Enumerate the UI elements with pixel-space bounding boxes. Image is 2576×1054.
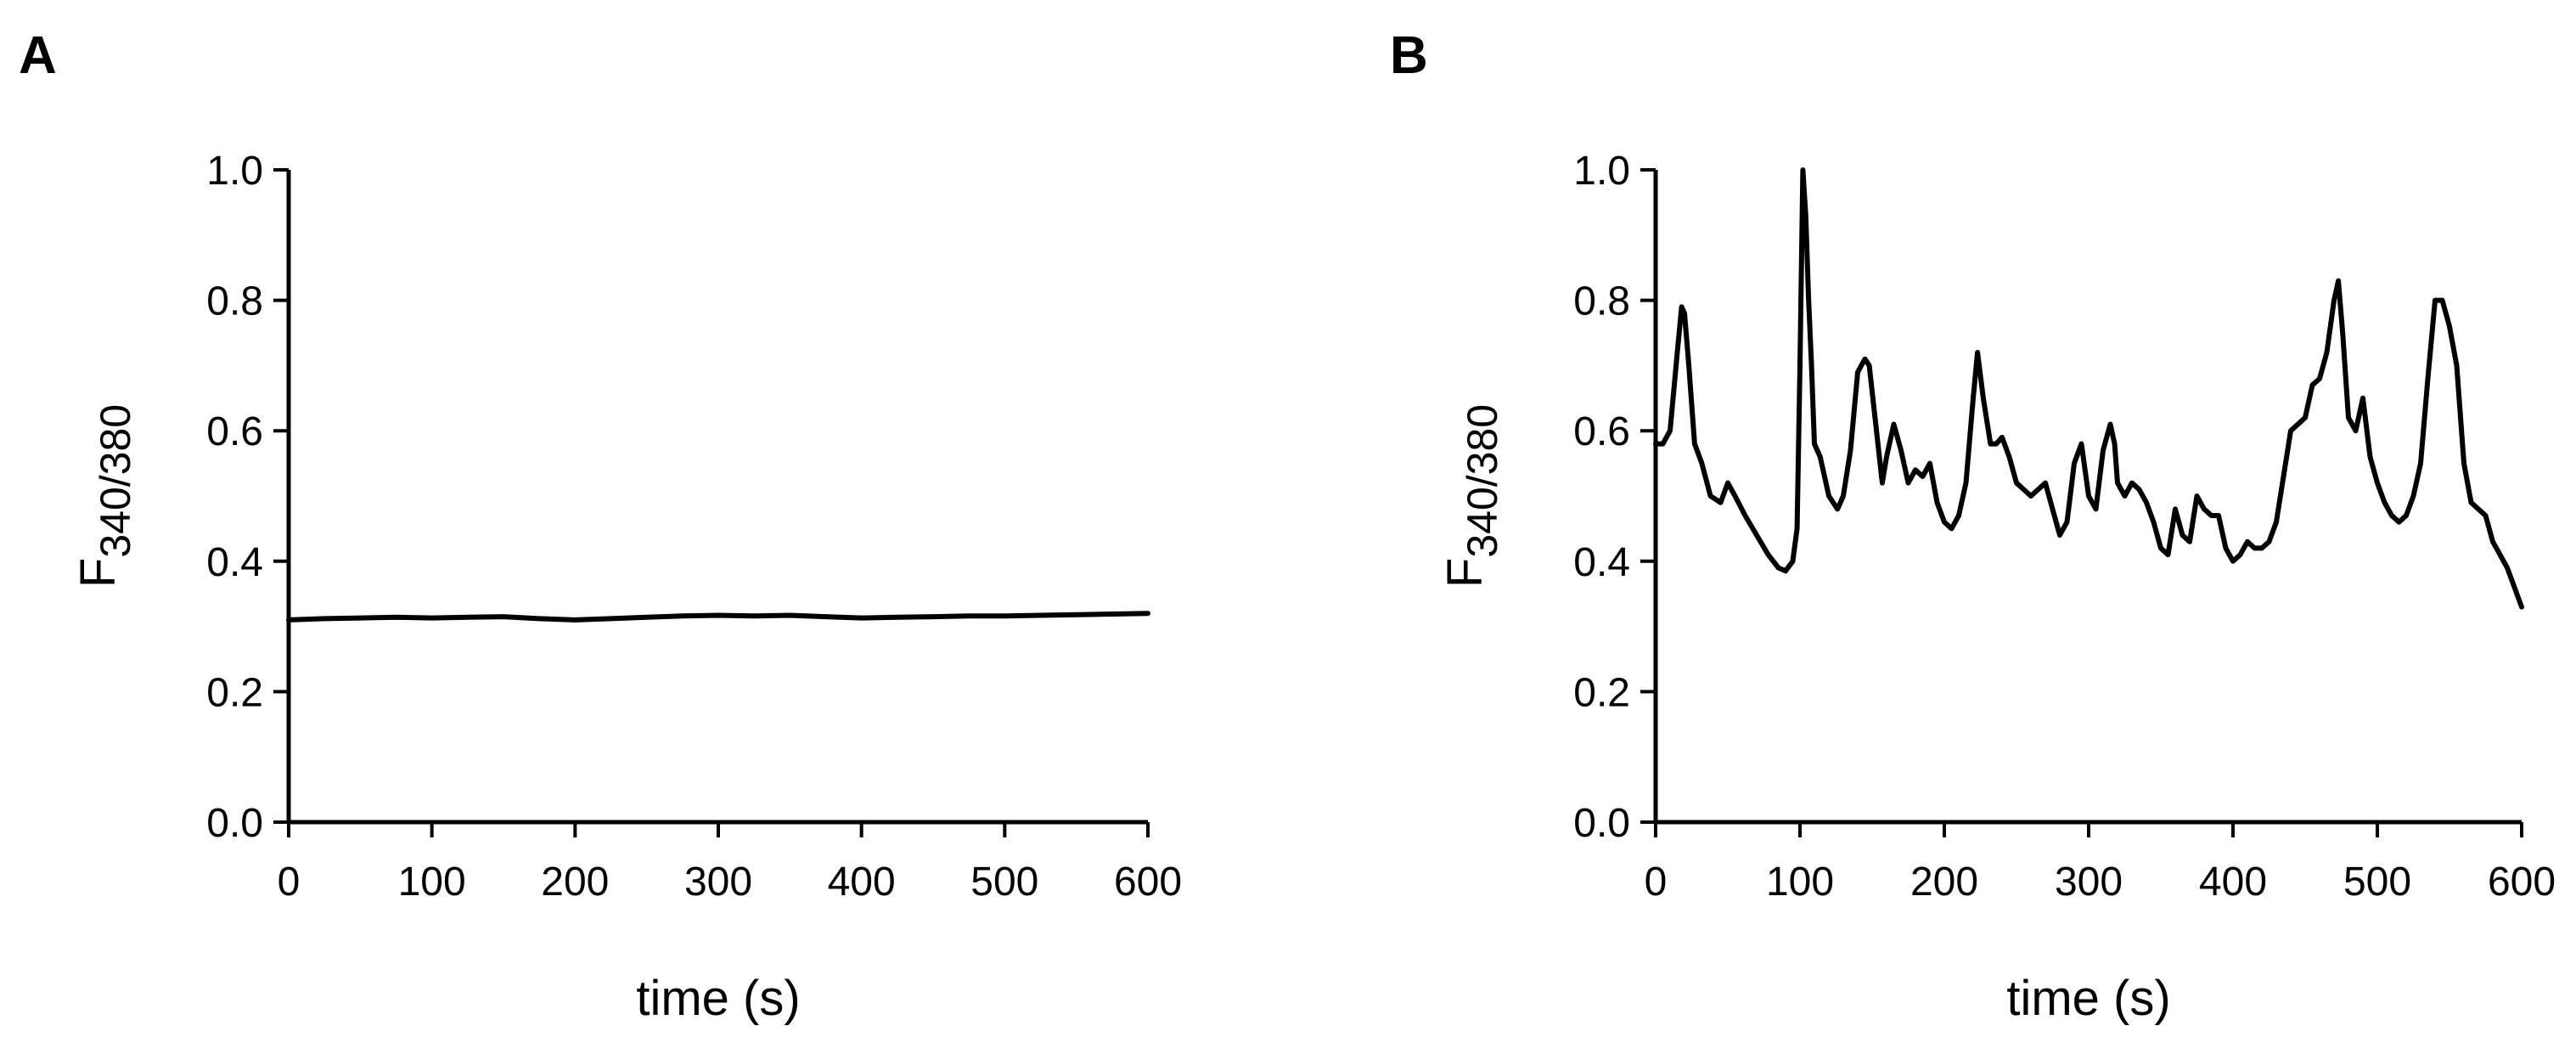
x-tick-label: 600 xyxy=(2488,860,2556,905)
y-axis-label-sub: 340/380 xyxy=(1459,404,1506,558)
series-line xyxy=(286,611,1150,623)
chart-a: 0 100 200 300 400 500 600 0.0 0.2 0.4 0.6 0.8 1.0 ti… xyxy=(70,149,1182,1026)
x-tick-label: 100 xyxy=(398,860,466,905)
x-axis-label: time (s) xyxy=(636,971,800,1026)
ticks: 0 100 200 300 400 500 600 0.0 0.2 0.4 0.6 0.8 1.0 xyxy=(206,149,1182,905)
x-tick-label: 500 xyxy=(970,860,1038,905)
x-tick-label: 500 xyxy=(2343,860,2411,905)
x-tick-label: 200 xyxy=(541,860,609,905)
y-axis-label: F340/380 xyxy=(1437,404,1506,588)
series-line xyxy=(1653,167,2524,610)
series xyxy=(286,611,1150,623)
x-tick-label: 0 xyxy=(278,860,301,905)
y-axis-label-main: F xyxy=(70,558,126,588)
x-tick-label: 300 xyxy=(2055,860,2123,905)
y-tick-label: 0.2 xyxy=(206,670,263,715)
y-axis-label: F340/380 xyxy=(70,404,139,588)
x-tick-label: 100 xyxy=(1766,860,1834,905)
x-tick-label: 400 xyxy=(2199,860,2267,905)
x-tick-label: 300 xyxy=(684,860,752,905)
y-tick-label: 0.8 xyxy=(206,279,263,324)
panel-b: B 0 100 200 300 400 500 600 0.0 0.2 0.4 0.6 0.8 1.0 … xyxy=(1288,0,2576,1054)
y-tick-label: 1.0 xyxy=(206,149,263,194)
y-tick-label: 0.4 xyxy=(1573,540,1630,585)
x-tick-label: 0 xyxy=(1645,860,1668,905)
y-axis-label-sub: 340/380 xyxy=(92,404,139,558)
y-tick-label: 0.0 xyxy=(1573,801,1630,846)
panel-a: A 0 100 200 300 400 500 600 0.0 0.2 0.4 0.6 0.8 1.0 … xyxy=(19,26,1182,1026)
y-tick-label: 1.0 xyxy=(1573,149,1630,194)
series xyxy=(1653,167,2524,610)
y-tick-label: 0.6 xyxy=(1573,409,1630,454)
x-tick-label: 400 xyxy=(828,860,896,905)
axes xyxy=(286,170,1148,825)
x-axis-label: time (s) xyxy=(2006,971,2170,1026)
x-tick-label: 600 xyxy=(1114,860,1182,905)
panel-label: A xyxy=(19,26,57,85)
y-tick-label: 0.6 xyxy=(206,409,263,454)
y-tick-label: 0.2 xyxy=(1573,670,1630,715)
y-tick-label: 0.0 xyxy=(206,801,263,846)
ticks: 0 100 200 300 400 500 600 0.0 0.2 0.4 0.6 0.8 1.0 xyxy=(1573,149,2556,905)
x-tick-label: 200 xyxy=(1910,860,1978,905)
chart-b: 0 100 200 300 400 500 600 0.0 0.2 0.4 0.6 0.8 1.0 ti… xyxy=(1437,149,2556,1026)
panel-label: B xyxy=(1390,26,1428,85)
y-tick-label: 0.4 xyxy=(206,540,263,585)
y-axis-label-main: F xyxy=(1437,558,1493,588)
y-tick-label: 0.8 xyxy=(1573,279,1630,324)
